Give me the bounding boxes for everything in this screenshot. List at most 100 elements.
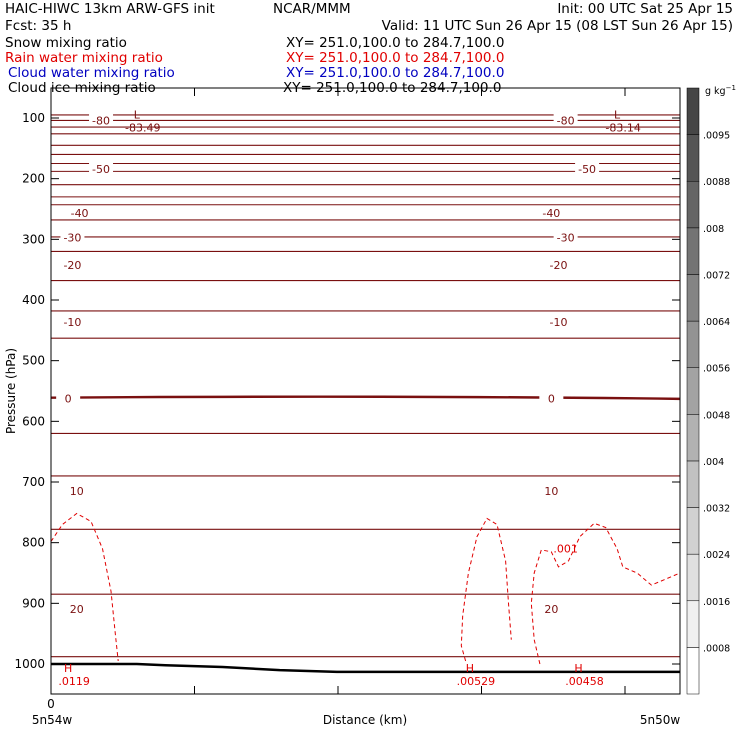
colorbar-swatch bbox=[686, 647, 700, 695]
x-end-label-left: 5n54w bbox=[32, 713, 73, 727]
colorbar-swatch bbox=[686, 134, 700, 182]
isotherm-label-bg bbox=[553, 113, 578, 126]
isotherm-label: 10 bbox=[70, 485, 84, 498]
isotherm-label: 20 bbox=[544, 603, 558, 616]
rain-contour-label: .001 bbox=[553, 543, 578, 556]
x-axis-label: Distance (km) bbox=[323, 713, 407, 727]
extremum-value: .0119 bbox=[58, 675, 90, 688]
colorbar-swatch bbox=[686, 414, 700, 462]
isotherm-label-bg bbox=[67, 206, 92, 219]
colorbar-swatch bbox=[686, 367, 700, 415]
isotherm-label-bg bbox=[89, 161, 114, 174]
low-marker: L bbox=[134, 109, 141, 122]
header-init: Init: 00 UTC Sat 25 Apr 15 bbox=[557, 1, 733, 17]
colorbar-tick-label: .0072 bbox=[703, 270, 730, 281]
field-xy-cloudwater: XY= 251.0,100.0 to 284.7,100.0 bbox=[286, 65, 504, 81]
extremum-value: .00458 bbox=[565, 675, 604, 688]
header-org: NCAR/MMM bbox=[273, 1, 351, 17]
y-tick-label: 400 bbox=[22, 293, 45, 307]
y-tick-label: 300 bbox=[22, 232, 45, 246]
colorbar-swatch bbox=[686, 507, 700, 555]
isotherm-label-bg bbox=[60, 230, 85, 243]
colorbar-swatch bbox=[686, 320, 700, 368]
terrain-line bbox=[51, 662, 680, 674]
isotherm-label: -40 bbox=[71, 207, 89, 220]
colorbar-tick-label: .004 bbox=[703, 457, 724, 468]
y-tick-label: 100 bbox=[22, 111, 45, 125]
colorbar-tick-label: .0048 bbox=[703, 410, 730, 421]
isotherm-label-bg bbox=[575, 161, 600, 174]
rain-contour-line bbox=[51, 512, 119, 662]
header-fcst: Fcst: 35 h bbox=[5, 18, 71, 34]
y-axis-label: Pressure (hPa) bbox=[4, 348, 18, 434]
colorbar-swatch bbox=[686, 274, 700, 322]
field-name-cloudwater: Cloud water mixing ratio bbox=[8, 65, 175, 81]
colorbar-tick-label: .0056 bbox=[703, 364, 730, 375]
field-name-snow: Snow mixing ratio bbox=[5, 35, 127, 51]
colorbar-tick-label: .0095 bbox=[703, 131, 730, 142]
high-marker: H bbox=[466, 662, 474, 675]
colorbar-tick-label: .0024 bbox=[703, 550, 730, 561]
y-tick-label: 600 bbox=[22, 414, 45, 428]
y-tick-label: 800 bbox=[22, 536, 45, 550]
isotherm-label: 0 bbox=[548, 392, 555, 405]
low-marker: L bbox=[614, 109, 621, 122]
y-tick-label: 500 bbox=[22, 354, 45, 368]
isotherm-label: -10 bbox=[63, 316, 81, 329]
x-axis: 0 bbox=[47, 88, 626, 711]
high-marker: H bbox=[574, 662, 582, 675]
isotherm-label-bg bbox=[539, 601, 564, 614]
isotherm-label: -20 bbox=[550, 259, 568, 272]
colorbar-tick-label: .0032 bbox=[703, 504, 730, 515]
high-marker: H bbox=[64, 662, 72, 675]
isotherm-label: -50 bbox=[92, 163, 110, 176]
plot-frame bbox=[50, 87, 681, 695]
colorbar-tick-label: .0008 bbox=[703, 643, 730, 654]
isotherm-label: 20 bbox=[70, 603, 84, 616]
isotherm-line bbox=[51, 395, 680, 401]
isotherm-label: -30 bbox=[63, 232, 81, 245]
x-tick-label: 0 bbox=[47, 697, 55, 711]
isotherm-label: -30 bbox=[557, 232, 575, 245]
isotherm-label-bg bbox=[60, 314, 85, 327]
isotherm-contours bbox=[51, 114, 680, 658]
x-end-label-right: 5n50w bbox=[640, 713, 681, 727]
isotherm-label: -80 bbox=[557, 114, 575, 127]
colorbar-tick-label: .008 bbox=[703, 224, 724, 235]
isotherm-labels: -80 -80 -50 -50 -40 -40 -30 -30 -20 -20 -10 -10 0 0 10… bbox=[56, 113, 600, 616]
isotherm-label-bg bbox=[553, 230, 578, 243]
extremum-value: .00529 bbox=[457, 675, 496, 688]
colorbar-swatch bbox=[686, 87, 700, 135]
isotherm-label-bg bbox=[56, 391, 81, 404]
isotherm-label: -40 bbox=[542, 207, 560, 220]
colorbar-unit: g kg−1 bbox=[705, 84, 736, 97]
colorbar: .0095 .0088 .008 .0072 .0064 .0056 .0048 .004 .0… bbox=[686, 87, 730, 695]
isotherm-label-bg bbox=[60, 257, 85, 270]
colorbar-swatch bbox=[686, 553, 700, 602]
isotherm-label-bg bbox=[89, 113, 114, 126]
field-name-rain: Rain water mixing ratio bbox=[5, 50, 163, 66]
colorbar-swatch bbox=[686, 180, 700, 229]
terrain-surface bbox=[51, 662, 680, 674]
isotherm-label-bg bbox=[546, 314, 571, 327]
colorbar-tick-label: .0064 bbox=[703, 317, 730, 328]
isotherm-label: -80 bbox=[92, 114, 110, 127]
rain-mixing-contours: .001 bbox=[51, 512, 680, 665]
y-tick-label: 1000 bbox=[14, 657, 45, 671]
colorbar-swatch bbox=[686, 227, 700, 275]
isotherm-label-bg bbox=[546, 257, 571, 270]
y-tick-label: 900 bbox=[22, 596, 45, 610]
isotherm-label-bg bbox=[539, 484, 564, 497]
isotherm-label-bg bbox=[539, 206, 564, 219]
isotherm-label-bg bbox=[64, 601, 89, 614]
colorbar-tick-label: .0016 bbox=[703, 597, 730, 608]
header-valid: Valid: 11 UTC Sun 26 Apr 15 (08 LST Sun … bbox=[382, 18, 733, 34]
extremum-value: -83.49 bbox=[125, 122, 160, 135]
field-xy-rain: XY= 251.0,100.0 to 284.7,100.0 bbox=[286, 50, 504, 66]
colorbar-swatch bbox=[686, 460, 700, 508]
header-title: HAIC-HIWC 13km ARW-GFS init bbox=[5, 1, 215, 17]
isotherm-label: -20 bbox=[63, 259, 81, 272]
